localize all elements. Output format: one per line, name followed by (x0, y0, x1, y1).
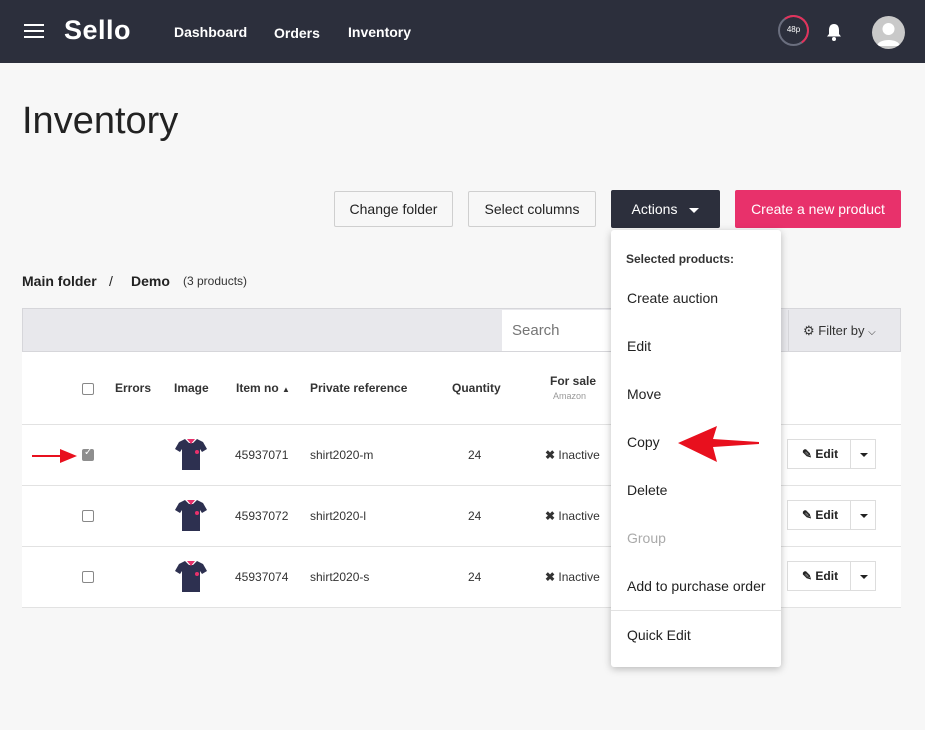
product-image[interactable] (174, 497, 208, 533)
menu-divider (611, 610, 781, 611)
private-reference: shirt2020-m (310, 448, 374, 462)
edit-label: Edit (815, 569, 839, 583)
nav-orders[interactable]: Orders (274, 25, 320, 41)
annotation-arrow-icon (32, 449, 77, 463)
caret-down-icon (689, 207, 700, 213)
menu-item-delete[interactable]: Delete (627, 482, 668, 498)
bell-icon[interactable] (824, 22, 844, 42)
row-menu-button[interactable] (850, 439, 876, 469)
header-for-sale: For sale (550, 374, 597, 388)
create-product-button[interactable]: Create a new product (735, 190, 901, 228)
chevron-down-icon: ⌵ (868, 327, 876, 338)
edit-button[interactable]: ✎ Edit (787, 561, 851, 591)
edit-icon: ✎ (802, 447, 813, 461)
edit-button[interactable]: ✎ Edit (787, 439, 851, 469)
menu-item-move[interactable]: Move (627, 386, 662, 402)
user-avatar[interactable] (872, 16, 905, 49)
nav-dashboard[interactable]: Dashboard (174, 24, 248, 40)
quantity: 24 (468, 509, 482, 523)
header-image: Image (174, 381, 209, 395)
header-errors: Errors (115, 381, 152, 395)
menu-item-create-auction[interactable]: Create auction (627, 290, 719, 306)
change-folder-button[interactable]: Change folder (334, 191, 453, 227)
edit-label: Edit (815, 447, 839, 461)
row-divider (22, 607, 901, 608)
edit-button[interactable]: ✎ Edit (787, 500, 851, 530)
actions-button[interactable]: Actions (611, 190, 720, 228)
private-reference: shirt2020-s (310, 570, 370, 584)
row-divider (22, 424, 901, 425)
top-navbar (0, 0, 925, 63)
item-no[interactable]: 45937072 (235, 509, 289, 523)
annotation-arrow-icon (678, 426, 759, 462)
row-divider (22, 485, 901, 486)
close-icon: ✖ (545, 448, 556, 462)
row-menu-button[interactable] (850, 561, 876, 591)
item-no[interactable]: 45937071 (235, 448, 289, 462)
breadcrumb-separator: / (109, 273, 113, 289)
menu-item-edit[interactable]: Edit (627, 338, 652, 354)
header-item-no[interactable]: Item no ▲ (236, 381, 290, 395)
breadcrumb-current[interactable]: Demo (131, 273, 170, 289)
usage-badge: 48p (786, 25, 801, 34)
menu-item-quick-edit[interactable]: Quick Edit (627, 627, 691, 643)
breadcrumb-root[interactable]: Main folder (22, 273, 97, 289)
filter-by-button[interactable]: ⚙ Filter by ⌵ (788, 310, 900, 351)
filter-by-label: Filter by (818, 323, 865, 338)
quantity: 24 (468, 448, 482, 462)
status: ✖ Inactive (545, 570, 600, 584)
row-menu-button[interactable] (850, 500, 876, 530)
select-all-checkbox[interactable] (82, 383, 94, 395)
header-quantity: Quantity (452, 381, 501, 395)
app-logo[interactable]: Sello (64, 15, 132, 45)
product-image[interactable] (174, 436, 208, 472)
menu-icon[interactable] (24, 24, 44, 40)
sort-asc-icon: ▲ (282, 385, 290, 394)
row-checkbox[interactable] (82, 510, 94, 522)
select-columns-button[interactable]: Select columns (468, 191, 596, 227)
quantity: 24 (468, 570, 482, 584)
status-label: Inactive (558, 570, 600, 584)
row-divider (22, 546, 901, 547)
nav-inventory[interactable]: Inventory (348, 24, 412, 40)
search-input[interactable] (502, 310, 612, 351)
status-label: Inactive (558, 448, 600, 462)
page-title: Inventory (22, 100, 179, 142)
edit-icon: ✎ (802, 508, 813, 522)
status: ✖ Inactive (545, 448, 600, 462)
menu-item-add-to-purchase-order[interactable]: Add to purchase order (627, 578, 766, 594)
status: ✖ Inactive (545, 509, 600, 523)
status-label: Inactive (558, 509, 600, 523)
gear-icon: ⚙ (803, 323, 815, 338)
header-for-sale-channel: Amazon (553, 391, 587, 401)
private-reference: shirt2020-l (310, 509, 367, 523)
close-icon: ✖ (545, 509, 556, 523)
dropdown-header: Selected products: (626, 252, 735, 266)
close-icon: ✖ (545, 570, 556, 584)
header-item-no-label: Item no (236, 381, 279, 395)
edit-icon: ✎ (802, 569, 813, 583)
actions-label: Actions (631, 201, 678, 217)
row-checkbox[interactable] (82, 571, 94, 583)
usage-ring[interactable] (778, 15, 809, 46)
item-no[interactable]: 45937074 (235, 570, 289, 584)
user-icon (877, 23, 900, 46)
breadcrumb-count: (3 products) (183, 274, 248, 288)
product-image[interactable] (174, 558, 208, 594)
edit-label: Edit (815, 508, 839, 522)
menu-item-group: Group (627, 530, 666, 546)
header-private-reference: Private reference (310, 381, 408, 395)
menu-item-copy[interactable]: Copy (627, 434, 660, 450)
row-checkbox[interactable] (82, 447, 94, 461)
